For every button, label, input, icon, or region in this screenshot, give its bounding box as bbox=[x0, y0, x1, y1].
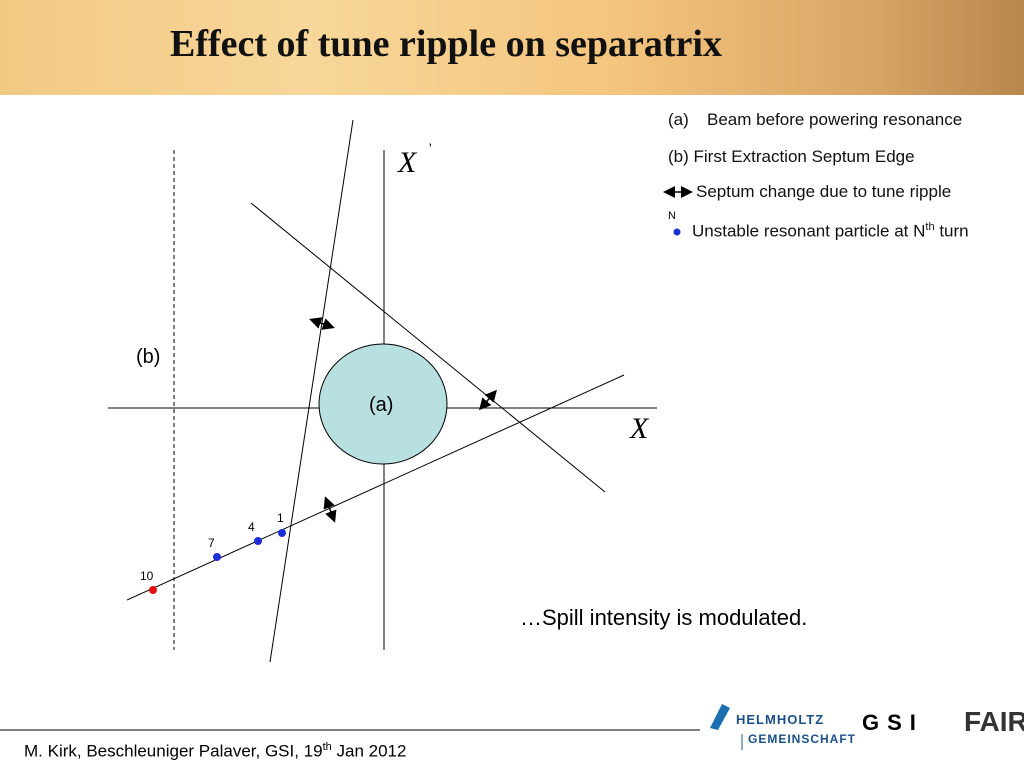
logo-text: GSI bbox=[862, 710, 924, 735]
helmholtz-icon bbox=[710, 704, 730, 730]
footer-text: M. Kirk, Beschleuniger Palaver, GSI, 19 bbox=[24, 741, 323, 761]
footer-text: Jan 2012 bbox=[331, 741, 407, 761]
logo-text: GEMEINSCHAFT bbox=[748, 732, 856, 746]
legend-text: Unstable resonant particle at N bbox=[692, 221, 926, 241]
header-band bbox=[0, 0, 1024, 95]
axis-label: X bbox=[398, 146, 417, 179]
point-label: 7 bbox=[208, 536, 215, 550]
legend-text: Septum change due to tune ripple bbox=[696, 182, 952, 201]
superscript: th bbox=[925, 221, 935, 233]
ripple-arrow bbox=[479, 389, 497, 411]
legend-text: Unstable resonant particle at Nth turn bbox=[692, 221, 969, 242]
legend-marker: (a) bbox=[668, 110, 689, 129]
superscript: th bbox=[322, 741, 332, 753]
particle bbox=[213, 553, 221, 561]
legend-text: turn bbox=[934, 221, 969, 241]
particle bbox=[278, 529, 286, 537]
separatrix bbox=[126, 374, 625, 601]
legend-dot bbox=[673, 228, 681, 236]
title: Effect of tune ripple on separatrix bbox=[170, 23, 722, 65]
legend-text: (b) First Extraction Septum Edge bbox=[668, 147, 915, 166]
beam bbox=[318, 343, 448, 465]
particle bbox=[149, 586, 157, 594]
point-label: 4 bbox=[248, 520, 255, 534]
footer: M. Kirk, Beschleuniger Palaver, GSI, 19t… bbox=[24, 741, 406, 762]
axis-prime: ' bbox=[429, 140, 432, 156]
particle bbox=[254, 537, 262, 545]
axis-label: X bbox=[630, 412, 649, 445]
point-label: 10 bbox=[140, 569, 154, 583]
logo-text: FAIR bbox=[964, 706, 1024, 737]
point-label: 1 bbox=[277, 511, 284, 525]
legend-text: Beam before powering resonance bbox=[707, 110, 963, 129]
separatrix bbox=[269, 119, 354, 663]
ripple-arrow bbox=[309, 317, 335, 330]
beam-label: (a) bbox=[369, 394, 394, 416]
logo-text: HELMHOLTZ bbox=[736, 712, 825, 727]
septum-label: (b) bbox=[136, 346, 161, 368]
ripple-arrow bbox=[323, 496, 337, 523]
legend-marker: N bbox=[668, 210, 676, 222]
separatrix bbox=[250, 202, 606, 493]
note: …Spill intensity is modulated. bbox=[520, 605, 808, 630]
